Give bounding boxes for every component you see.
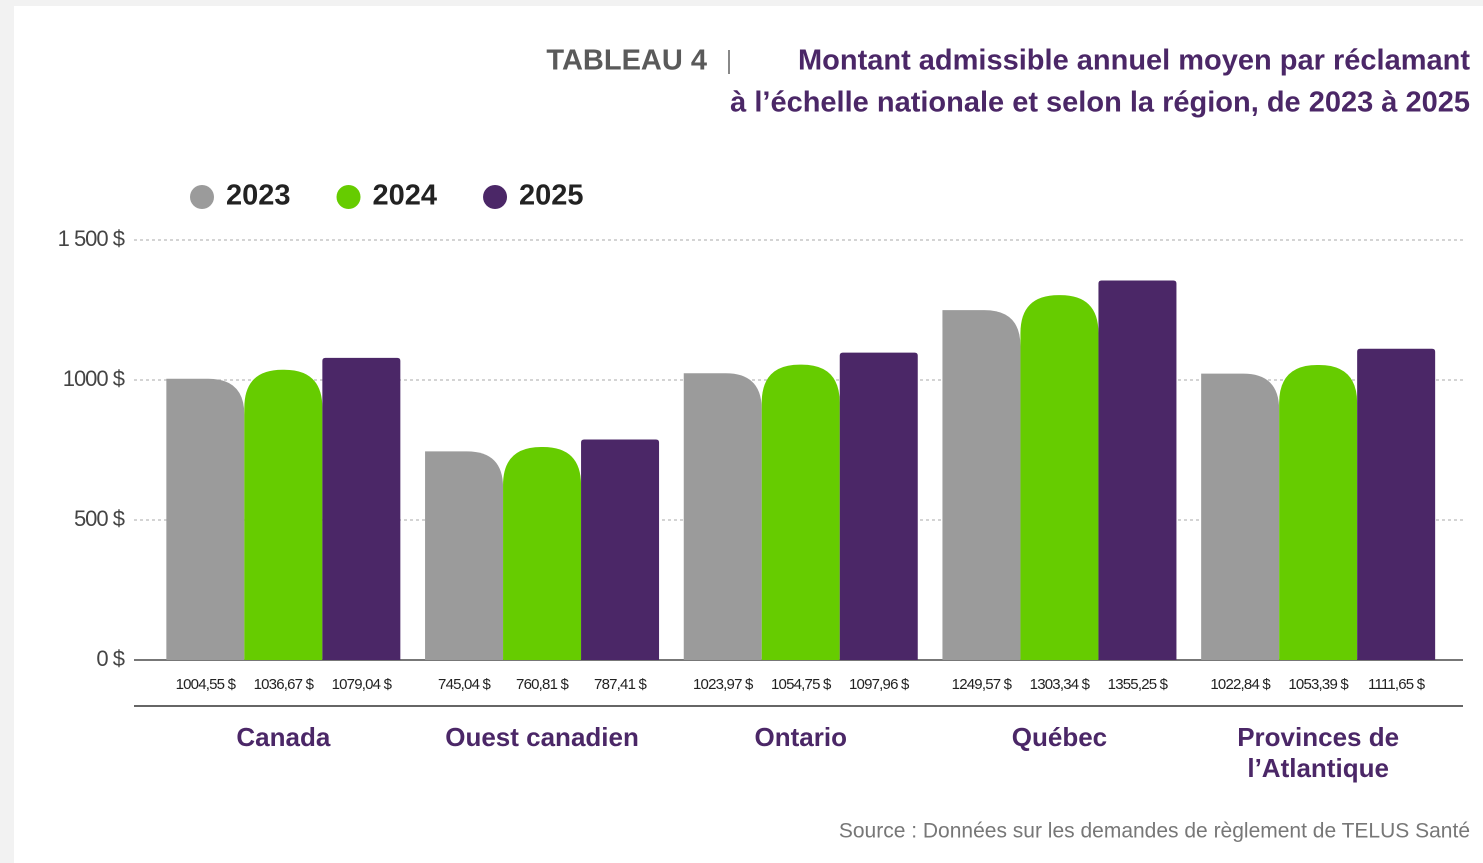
value-label: 760,81 $: [516, 676, 569, 693]
value-label: 1022,84 $: [1210, 676, 1271, 693]
y-tick-label: 500 $: [74, 506, 125, 531]
bar: [503, 446, 582, 660]
y-tick-label: 1 500 $: [58, 226, 125, 251]
y-tick-label: 0 $: [96, 646, 124, 671]
legend-swatch: [190, 185, 214, 209]
value-label: 1079,04 $: [332, 676, 393, 693]
value-label: 1355,25 $: [1108, 676, 1169, 693]
chart-title: à l’échelle nationale et selon la région…: [730, 87, 1470, 119]
bar: [425, 451, 504, 660]
x-tick-label: Canada: [236, 722, 331, 752]
bar: [581, 439, 660, 660]
bar: [839, 352, 918, 660]
bar: [244, 369, 323, 660]
bar: [166, 378, 245, 660]
bar: [1020, 295, 1099, 660]
bar: [1279, 365, 1358, 660]
legend-label: 2025: [519, 180, 584, 212]
value-label: 1249,57 $: [952, 676, 1013, 693]
value-label: 1054,75 $: [771, 676, 832, 693]
value-label: 1303,34 $: [1030, 676, 1091, 693]
x-tick-label: Ontario: [754, 722, 847, 752]
value-label: 1053,39 $: [1288, 676, 1349, 693]
bar: [1357, 348, 1436, 660]
legend-label: 2023: [226, 180, 291, 212]
value-label: 1004,55 $: [176, 676, 237, 693]
x-tick-label: Provinces de l’Atlantique: [1237, 722, 1400, 783]
bar: [1098, 280, 1177, 660]
bar: [942, 310, 1021, 660]
legend-swatch: [336, 185, 361, 209]
bar: [322, 357, 401, 660]
bar: [1201, 373, 1280, 660]
x-tick-label: Québec: [1011, 722, 1108, 752]
value-label: 1097,96 $: [849, 676, 910, 693]
source: Source : Données sur les demandes de règ…: [839, 820, 1470, 843]
y-tick-label: 1000 $: [63, 366, 125, 391]
value-label: 1036,67 $: [254, 676, 315, 693]
table-label: TABLEAU 4: [546, 45, 707, 77]
x-tick-label: Ouest canadien: [445, 722, 639, 752]
chart-title: Montant admissible annuel moyen par récl…: [798, 45, 1470, 77]
value-label: 787,41 $: [594, 676, 647, 693]
value-label: 1023,97 $: [693, 676, 754, 693]
legend-swatch: [483, 185, 508, 209]
legend-label: 2024: [373, 180, 438, 212]
bar: [761, 364, 840, 660]
value-label: 1111,65 $: [1368, 676, 1426, 693]
bar: [683, 373, 762, 660]
value-label: 745,04 $: [438, 676, 491, 693]
